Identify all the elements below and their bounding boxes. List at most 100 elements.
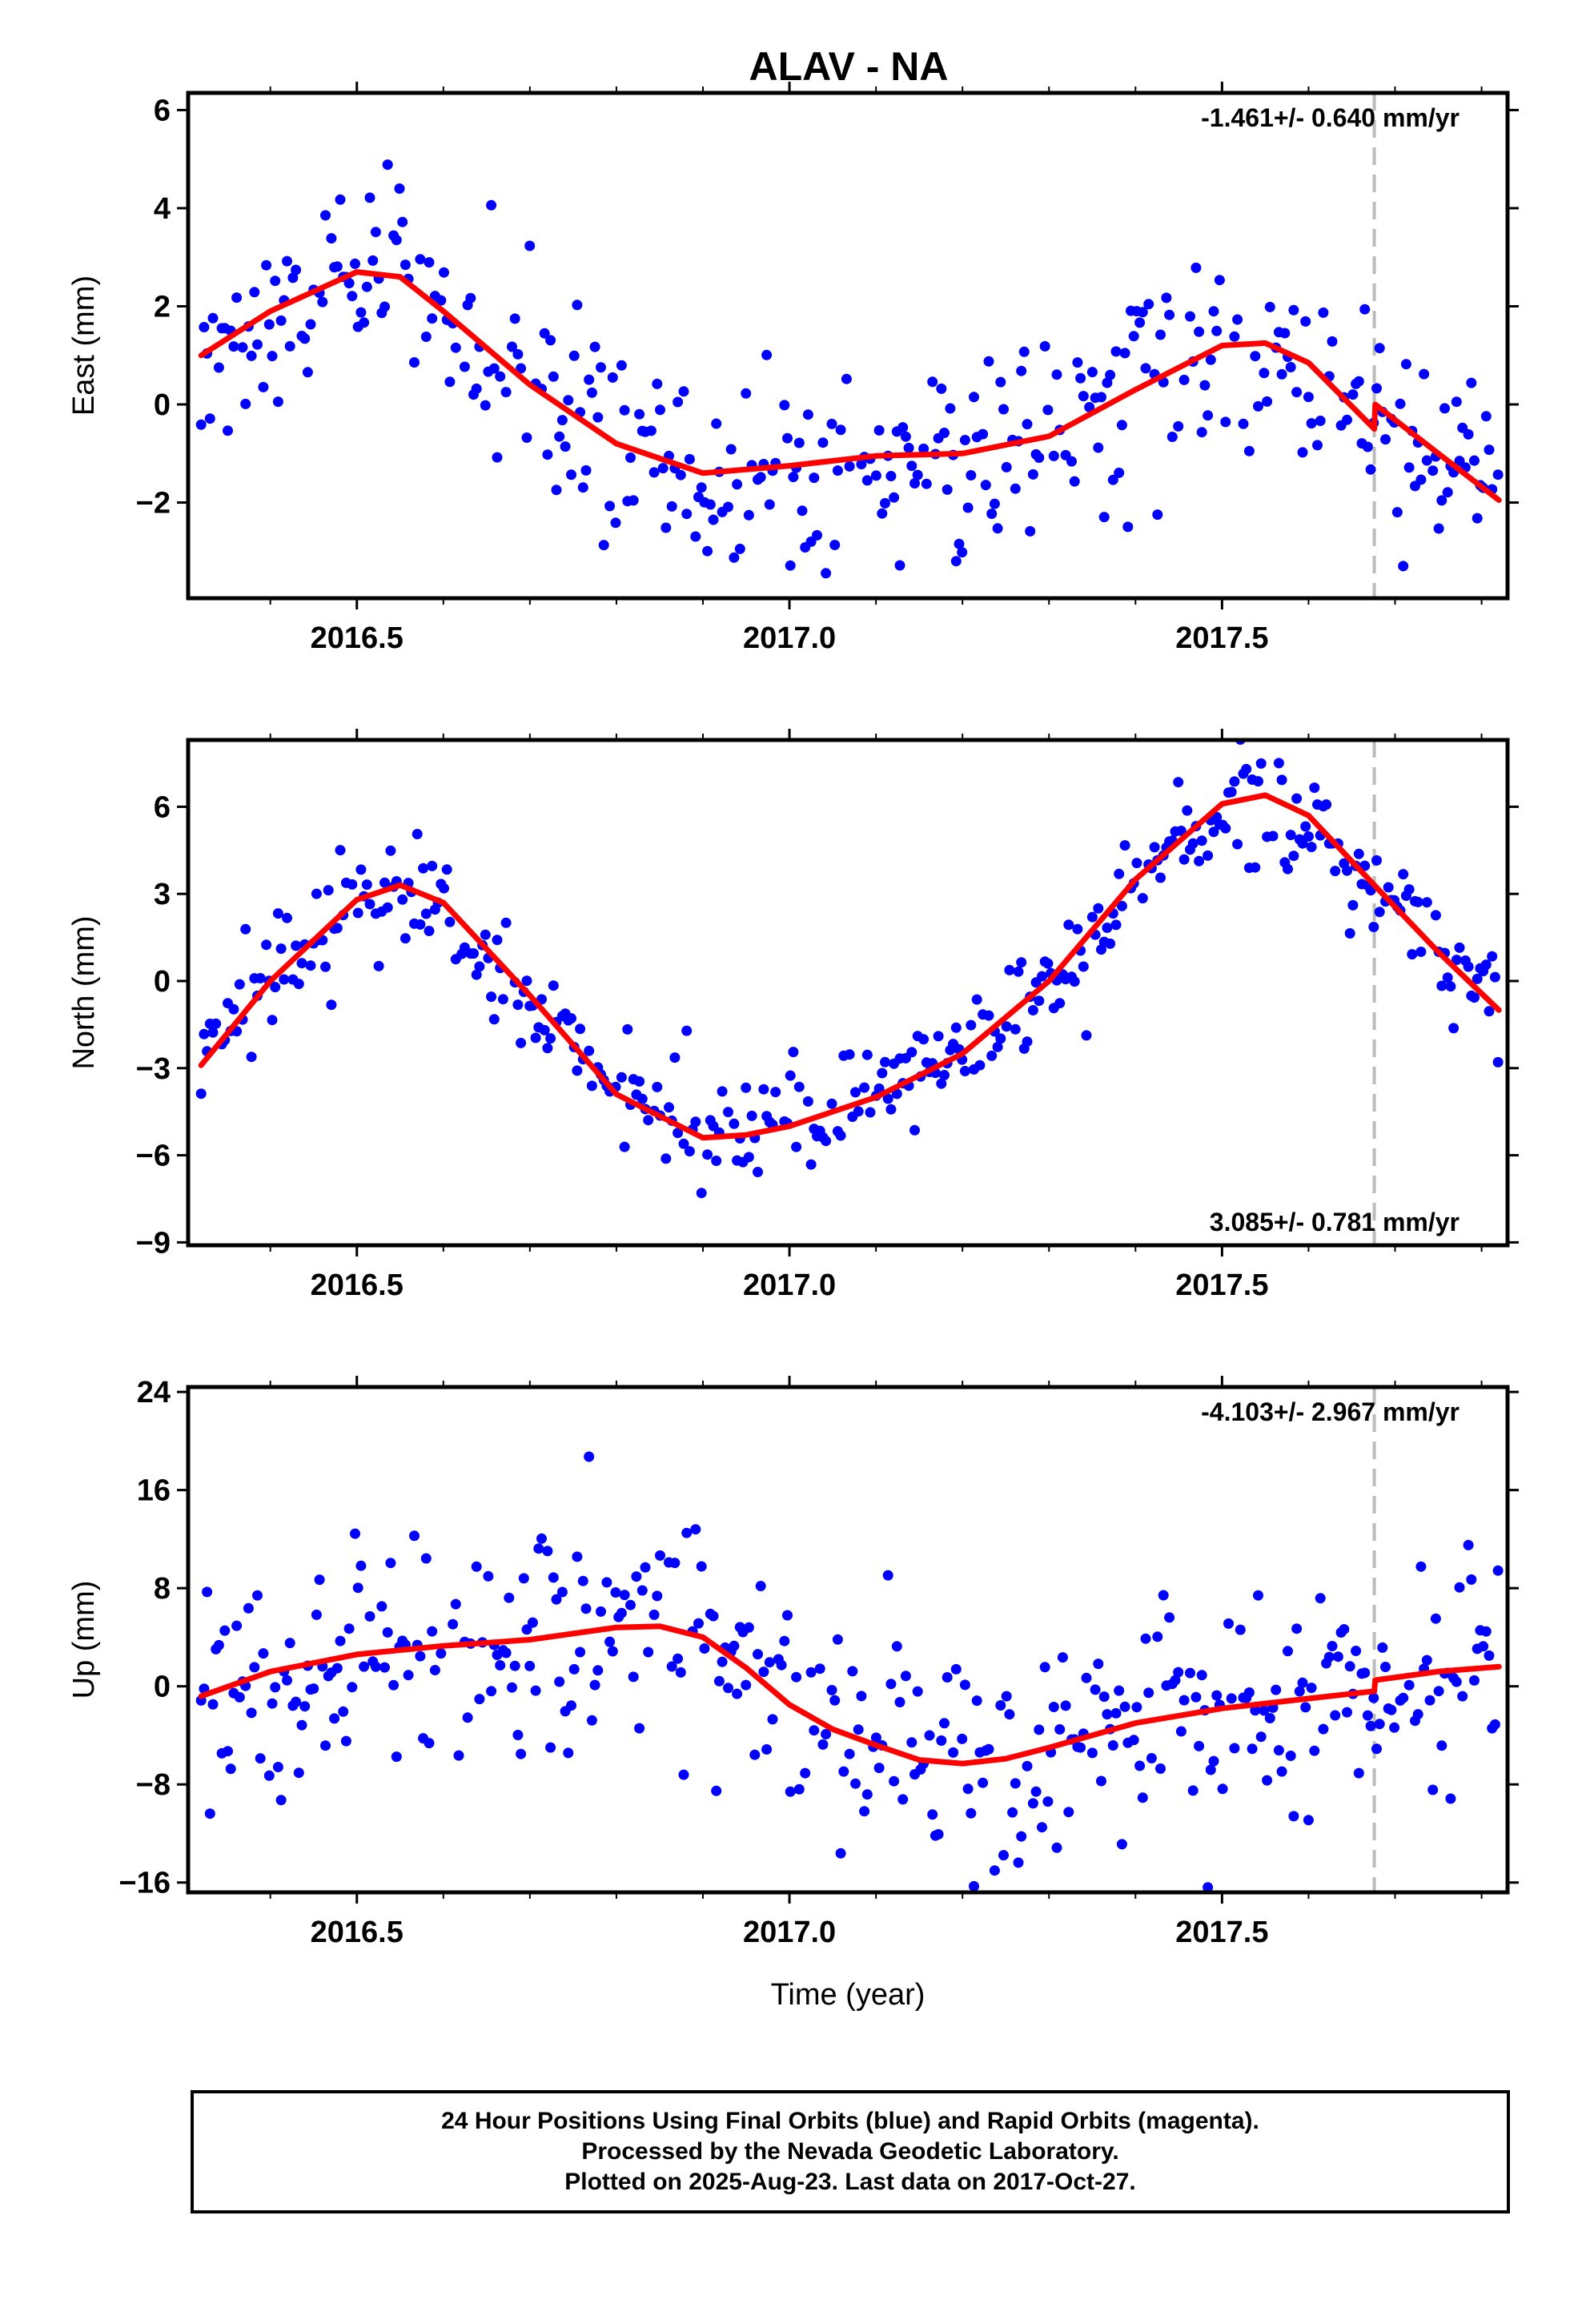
- x-tick-label: 2016.5: [311, 621, 404, 655]
- data-point: [708, 1610, 719, 1622]
- data-point: [1253, 400, 1263, 412]
- data-point: [512, 348, 524, 360]
- data-point: [1398, 561, 1409, 572]
- data-point: [1078, 961, 1089, 972]
- data-point: [604, 1636, 616, 1647]
- data-point: [394, 183, 405, 194]
- data-point: [1229, 776, 1240, 787]
- data-point: [1066, 456, 1077, 467]
- data-point: [1472, 513, 1483, 524]
- data-point: [199, 322, 210, 332]
- data-point: [1380, 1662, 1391, 1672]
- data-point: [1294, 1686, 1305, 1697]
- data-point: [1235, 1624, 1246, 1635]
- data-point: [1466, 377, 1477, 388]
- data-point: [497, 994, 508, 1005]
- data-point: [1001, 461, 1012, 472]
- data-point: [625, 452, 636, 463]
- data-point: [320, 1740, 331, 1751]
- data-point: [424, 926, 435, 936]
- data-point: [246, 1051, 257, 1063]
- caption-line-1: 24 Hour Positions Using Final Orbits (bl…: [441, 2108, 1259, 2134]
- data-point: [666, 1661, 677, 1672]
- data-point: [296, 1719, 307, 1731]
- data-point: [1407, 949, 1418, 960]
- data-point: [1054, 998, 1066, 1009]
- data-point: [343, 1623, 355, 1634]
- data-point: [978, 1777, 989, 1788]
- data-point: [293, 1767, 304, 1779]
- data-point: [1448, 1023, 1460, 1034]
- data-point: [219, 1625, 231, 1636]
- data-point: [1430, 1613, 1441, 1624]
- data-point: [927, 376, 938, 388]
- data-point: [418, 862, 429, 874]
- data-point: [1247, 1743, 1258, 1755]
- y-axis-label: Up (mm): [67, 1581, 101, 1699]
- data-point: [844, 460, 855, 472]
- data-point: [1374, 1719, 1385, 1730]
- data-point: [275, 315, 287, 326]
- data-point: [1102, 923, 1113, 933]
- data-point: [352, 1582, 363, 1594]
- data-point: [500, 1647, 512, 1659]
- y-tick-label: 0: [154, 965, 171, 999]
- data-point: [906, 1047, 917, 1058]
- data-point: [249, 287, 260, 298]
- data-point: [1004, 1709, 1015, 1720]
- data-point: [415, 919, 426, 930]
- data-point: [1241, 763, 1252, 774]
- data-point: [263, 319, 275, 330]
- data-point: [551, 485, 562, 496]
- data-point: [1048, 1702, 1059, 1712]
- data-point: [1164, 309, 1175, 320]
- data-point: [527, 1617, 538, 1628]
- data-point: [385, 1558, 396, 1569]
- data-point: [779, 400, 790, 411]
- data-point: [199, 1028, 210, 1039]
- data-point: [1380, 434, 1391, 445]
- data-point: [749, 1749, 761, 1760]
- data-point: [1332, 1651, 1343, 1663]
- data-point: [1022, 1036, 1033, 1047]
- data-point: [1143, 299, 1154, 310]
- data-point: [1463, 961, 1474, 972]
- data-point: [1185, 311, 1195, 322]
- data-point: [488, 1014, 500, 1025]
- data-point: [643, 1647, 654, 1658]
- data-point: [536, 1533, 547, 1544]
- data-point: [376, 1601, 387, 1612]
- data-point: [1262, 1775, 1273, 1786]
- data-point: [681, 1025, 693, 1036]
- data-point: [1419, 368, 1430, 380]
- data-point: [1421, 455, 1432, 466]
- data-point: [359, 1661, 370, 1672]
- data-point: [589, 341, 600, 352]
- data-point: [1472, 973, 1483, 984]
- data-point: [1421, 897, 1432, 908]
- data-point: [1454, 1582, 1465, 1593]
- data-point: [861, 1789, 873, 1800]
- data-point: [320, 210, 331, 221]
- data-point: [1203, 410, 1214, 421]
- data-point: [761, 349, 773, 360]
- data-point: [592, 1665, 604, 1676]
- data-point: [865, 1107, 876, 1118]
- data-point: [889, 492, 900, 503]
- data-point: [1306, 418, 1317, 429]
- data-point: [335, 1635, 346, 1647]
- data-point: [409, 1530, 420, 1542]
- data-point: [397, 894, 408, 905]
- data-point: [821, 568, 832, 579]
- data-point: [939, 428, 950, 438]
- y-tick-label: −6: [136, 1140, 171, 1173]
- data-point: [1208, 306, 1219, 317]
- data-point: [1057, 1652, 1068, 1663]
- data-point: [634, 408, 645, 420]
- data-point: [1353, 1767, 1364, 1779]
- data-point: [1398, 869, 1409, 880]
- data-point: [1412, 1709, 1423, 1720]
- y-axis-label: North (mm): [67, 915, 101, 1069]
- data-point: [596, 362, 606, 373]
